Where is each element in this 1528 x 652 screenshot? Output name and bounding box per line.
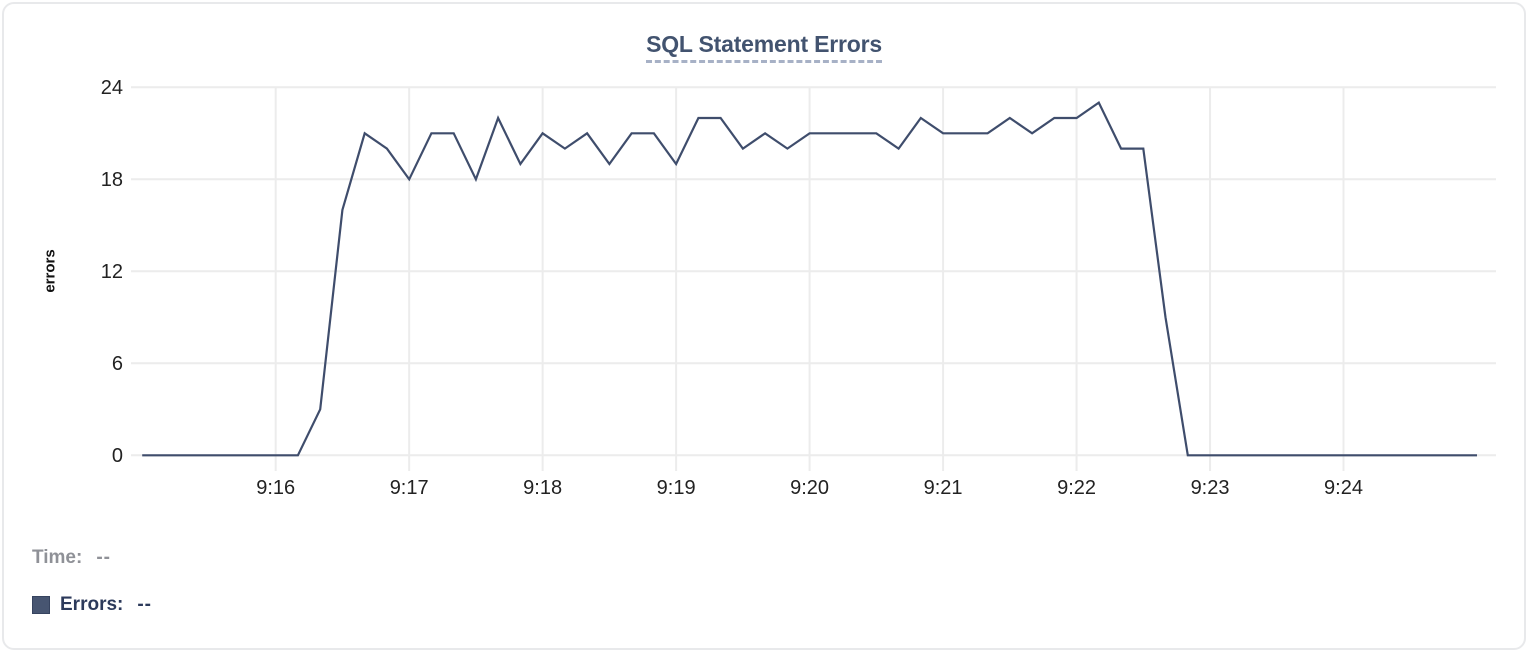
y-tick-label: 18 [101, 169, 123, 191]
x-tick-label: 9:22 [1057, 477, 1096, 499]
x-tick-label: 9:19 [657, 477, 696, 499]
x-tick-label: 9:24 [1324, 477, 1363, 499]
x-tick-label: 9:23 [1191, 477, 1230, 499]
errors-label: Errors: [60, 594, 124, 615]
time-readout: Time: -- [32, 547, 152, 569]
y-tick-label: 12 [101, 261, 123, 283]
x-tick-label: 9:20 [790, 477, 829, 499]
time-label: Time: [32, 547, 83, 568]
errors-series-swatch [32, 596, 50, 614]
errors-series-line[interactable] [142, 100, 1477, 457]
time-value: -- [96, 547, 111, 568]
hover-readout: Time: -- Errors: -- [32, 547, 152, 616]
x-tick-label: 9:21 [924, 477, 963, 499]
line-chart[interactable]: 0 6 12 18 24 9:16 9:17 9:18 9:19 9:20 9:21 9:22 9:23… [4, 4, 1526, 650]
x-tick-label: 9:17 [390, 477, 429, 499]
x-tick-label: 9:16 [256, 477, 295, 499]
chart-header: SQL Statement Errors [4, 31, 1524, 63]
errors-readout: Errors: -- [32, 594, 152, 616]
errors-value: -- [137, 594, 153, 615]
y-tick-label: 0 [112, 445, 123, 467]
y-tick-label: 24 [101, 77, 123, 99]
chart-title[interactable]: SQL Statement Errors [646, 31, 882, 63]
y-tick-label: 6 [112, 353, 123, 375]
x-tick-label: 9:18 [523, 477, 562, 499]
